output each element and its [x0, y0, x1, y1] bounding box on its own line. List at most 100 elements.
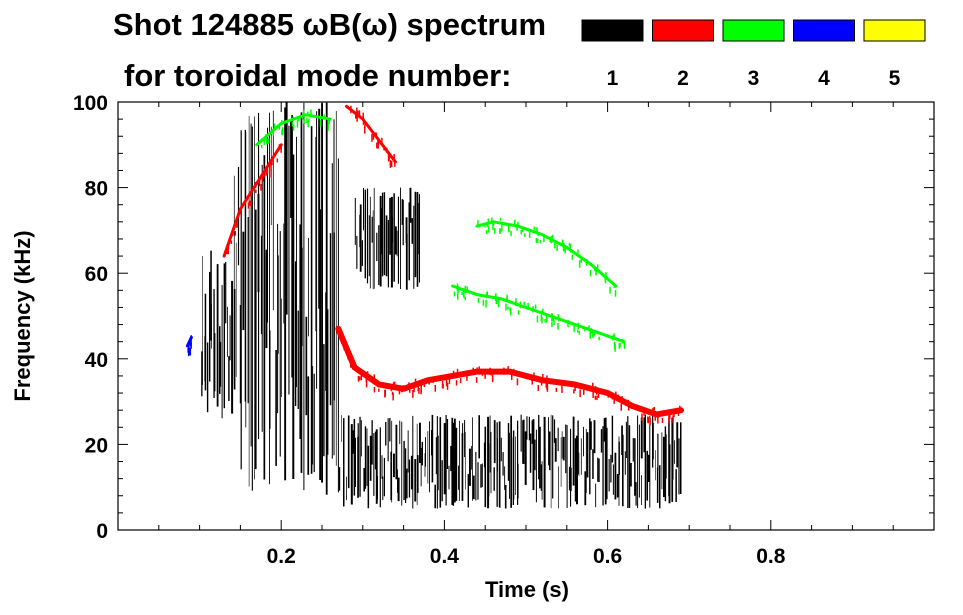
streak: [420, 448, 422, 487]
speckle: [551, 234, 554, 243]
streak: [637, 415, 639, 509]
speckle: [328, 118, 331, 124]
streak: [254, 116, 255, 480]
streak: [296, 136, 297, 388]
speckle: [517, 221, 519, 227]
streak: [646, 450, 648, 501]
speckle: [383, 146, 385, 151]
speckle: [228, 237, 231, 242]
speckle: [190, 339, 192, 346]
speckle: [668, 415, 670, 423]
speckle: [226, 250, 228, 255]
region-n1-low-band: [338, 414, 682, 509]
speckle: [544, 318, 546, 323]
streak: [648, 454, 650, 482]
speckle: [607, 392, 609, 398]
speckle: [535, 238, 538, 243]
streak: [539, 426, 541, 489]
streak: [242, 231, 245, 331]
speckle: [615, 391, 617, 400]
streak: [376, 232, 378, 262]
speckle: [673, 412, 675, 418]
streak: [475, 451, 477, 501]
streak: [416, 423, 418, 506]
speckle: [447, 373, 450, 378]
streak: [451, 417, 454, 505]
streak: [269, 112, 270, 485]
speckle: [507, 306, 509, 310]
speckle: [679, 405, 681, 411]
speckle: [595, 269, 597, 276]
streak: [572, 416, 575, 486]
streak: [532, 419, 535, 491]
streak: [213, 289, 215, 398]
speckle: [343, 345, 345, 351]
streak: [412, 415, 414, 509]
streak: [378, 225, 380, 285]
speckle: [569, 248, 572, 253]
streak: [361, 240, 363, 266]
speckle: [459, 378, 462, 384]
speckle: [618, 342, 620, 349]
speckle: [590, 328, 593, 334]
speckle: [475, 377, 478, 383]
speckle: [373, 386, 376, 393]
speckle: [647, 417, 649, 424]
streak: [454, 418, 456, 503]
speckle: [296, 119, 299, 128]
streak: [348, 431, 350, 489]
speckle: [466, 373, 468, 381]
y-tick-label: 60: [85, 263, 108, 286]
speckle: [434, 384, 436, 392]
speckle: [388, 153, 391, 160]
speckle: [339, 331, 342, 337]
streak: [350, 424, 353, 505]
speckle: [486, 291, 488, 296]
streak: [201, 351, 203, 397]
streak: [288, 125, 290, 395]
speckle: [378, 388, 380, 392]
streak: [387, 219, 389, 288]
streak: [225, 261, 227, 324]
streak: [435, 437, 437, 475]
speckle: [609, 392, 611, 398]
speckle: [596, 395, 598, 401]
speckle: [278, 123, 281, 130]
streak: [325, 102, 328, 495]
streak: [600, 429, 603, 453]
streak: [577, 420, 579, 475]
streak: [356, 235, 358, 269]
speckle: [476, 367, 478, 373]
speckle: [408, 382, 410, 388]
streak: [400, 187, 401, 289]
streak: [290, 119, 292, 218]
streak: [292, 154, 295, 479]
speckle: [461, 292, 463, 296]
speckle: [420, 384, 422, 392]
speckle: [267, 138, 270, 145]
streak: [671, 419, 674, 480]
streak: [625, 421, 627, 458]
speckle: [508, 225, 510, 233]
streak: [333, 119, 335, 456]
streak: [359, 416, 361, 497]
streak: [459, 420, 460, 501]
streak: [552, 415, 554, 499]
speckle: [677, 409, 680, 416]
speckle: [307, 111, 309, 116]
speckle: [373, 374, 375, 380]
speckle: [491, 374, 494, 383]
streak: [399, 420, 401, 445]
speckle: [652, 407, 654, 412]
speckle: [511, 372, 513, 380]
streak: [558, 466, 559, 509]
streak: [595, 483, 597, 508]
streak: [343, 431, 345, 456]
speckle: [360, 372, 363, 381]
track-n3-upper: [475, 217, 618, 297]
streak: [417, 455, 419, 493]
streak: [627, 416, 629, 508]
streak: [408, 459, 411, 498]
streak: [429, 421, 430, 493]
track-n2-chirp: [335, 325, 684, 425]
